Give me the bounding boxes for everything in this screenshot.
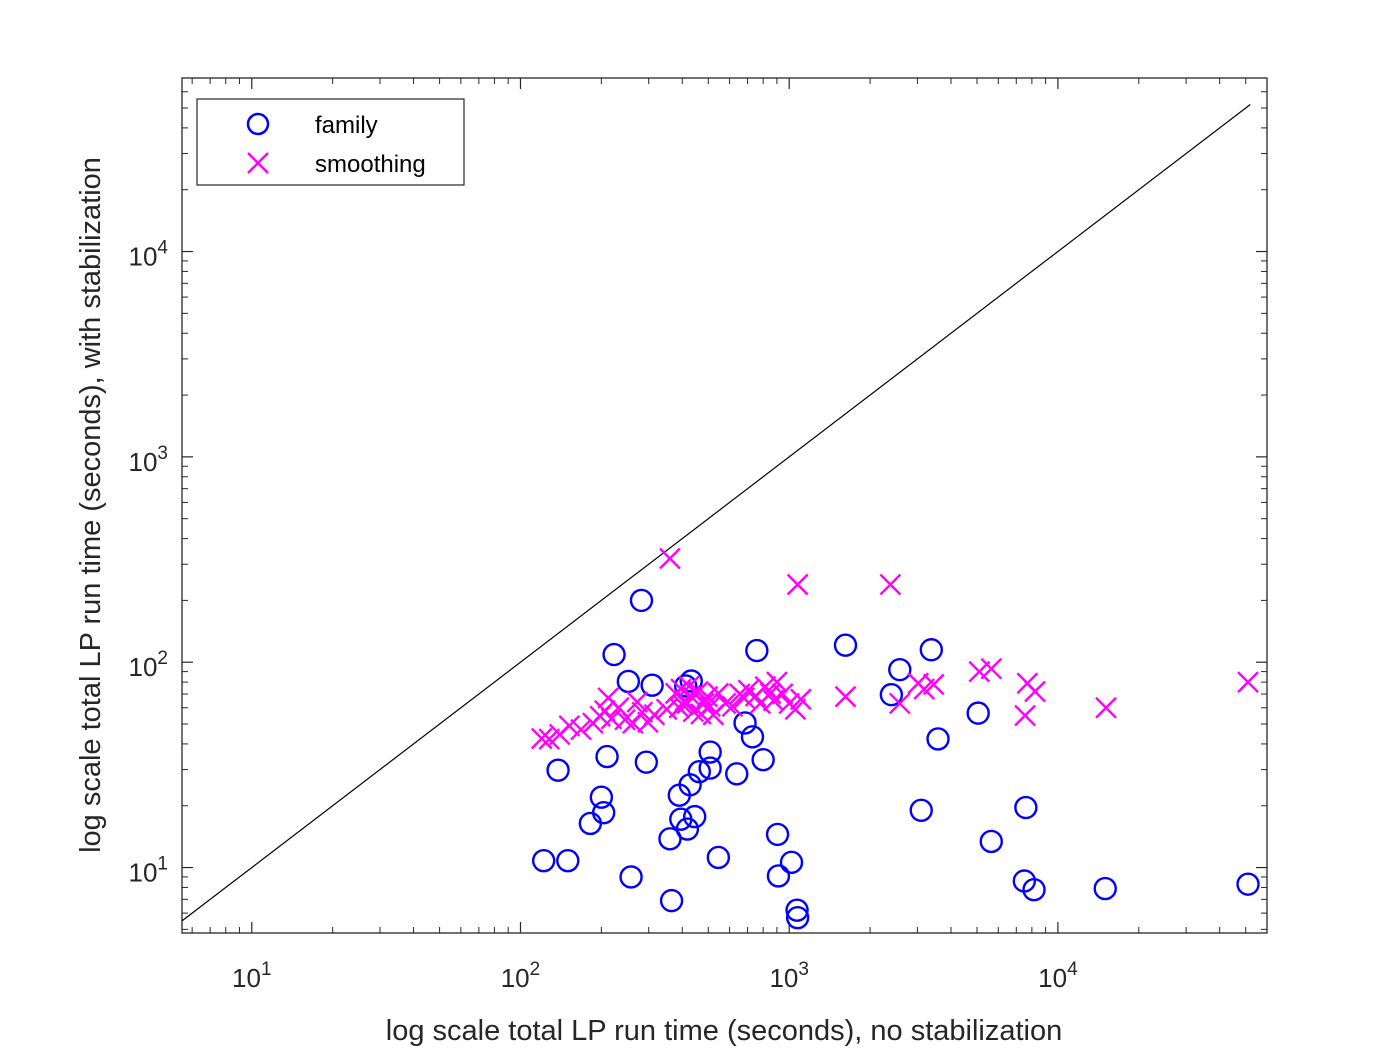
family-point (1022, 878, 1046, 902)
y-tick-label: 103 (129, 443, 169, 477)
smoothing-point (784, 698, 807, 721)
y-tick-labels: 101 102 103 104 (129, 238, 169, 888)
smoothing-point (766, 671, 788, 693)
smoothing-point (834, 685, 857, 708)
series-smoothing (530, 547, 1259, 750)
family-point (698, 740, 722, 764)
family-point (531, 848, 556, 873)
plot-area (182, 78, 1267, 933)
family-point (833, 633, 858, 657)
family-point (779, 850, 804, 875)
family-point (919, 638, 944, 662)
y-axis-title: log scale total LP run time (seconds), w… (75, 157, 107, 853)
smoothing-point (1237, 671, 1259, 693)
smoothing-point (626, 691, 649, 713)
series-family (531, 588, 1260, 930)
smoothing-point (570, 718, 592, 741)
family-point (687, 759, 712, 784)
smoothing-point (980, 657, 1003, 680)
family-point (698, 756, 722, 780)
smoothing-point (888, 692, 911, 715)
smoothing-point (558, 714, 581, 737)
smoothing-point (1014, 704, 1036, 727)
x-axis-title: log scale total LP run time (seconds), n… (386, 1015, 1063, 1047)
smoothing-point (693, 692, 715, 715)
family-point (751, 748, 775, 772)
family-point (546, 758, 570, 782)
family-point (589, 785, 614, 809)
y-tick-label: 104 (129, 238, 169, 272)
minor-ticks (182, 77, 1268, 933)
family-point (1093, 876, 1117, 901)
legend-box (196, 98, 465, 186)
smoothing-point (1095, 696, 1117, 719)
smoothing-point (1024, 680, 1046, 703)
smoothing-point (771, 683, 794, 705)
family-point (966, 701, 990, 725)
smoothing-point (530, 727, 553, 750)
family-point (1014, 795, 1038, 820)
family-point (765, 822, 790, 847)
x-tick-label: 104 (1038, 959, 1078, 993)
legend-smoothing-label: smoothing (315, 151, 426, 178)
family-point (591, 800, 616, 825)
family-point (725, 762, 749, 786)
family-point (926, 727, 950, 751)
family-point (679, 669, 703, 693)
family-point (888, 657, 912, 682)
family-point (706, 845, 731, 870)
smoothing-point (643, 703, 666, 726)
family-point (556, 848, 580, 873)
x-tick-labels: 101 102 103 104 (232, 959, 1078, 993)
family-point (634, 750, 659, 774)
family-point (602, 642, 626, 667)
family-point (909, 798, 933, 823)
reference-line-y-equals-x (181, 104, 1251, 922)
family-point (745, 638, 769, 663)
family-point (740, 725, 765, 749)
x-tick-label: 101 (232, 959, 272, 993)
smoothing-point (614, 708, 636, 731)
smoothing-point (538, 728, 561, 750)
family-point (619, 865, 643, 889)
legend-smoothing-marker (247, 152, 269, 174)
family-point (659, 888, 684, 913)
legend-family-marker (246, 112, 270, 136)
smoothing-point (659, 547, 681, 570)
family-point (1236, 872, 1260, 896)
smoothing-point (922, 673, 945, 696)
legend: family smoothing (196, 98, 465, 186)
family-point (675, 817, 700, 841)
y-tick-label: 101 (129, 854, 169, 888)
family-point (766, 864, 791, 888)
family-point (733, 711, 757, 735)
family-point (785, 898, 809, 922)
family-point (640, 673, 664, 697)
smoothing-point (714, 692, 737, 715)
x-tick-label: 102 (501, 959, 541, 993)
y-tick-label: 102 (129, 648, 169, 682)
family-point (979, 829, 1003, 854)
smoothing-point (786, 573, 809, 596)
plot-frame (181, 77, 1268, 934)
smoothing-point (789, 688, 812, 711)
legend-family-label: family (315, 112, 378, 139)
smoothing-point (879, 573, 902, 596)
family-point (683, 804, 707, 829)
family-point (629, 588, 654, 613)
family-point (658, 827, 682, 851)
family-point (879, 682, 904, 707)
x-tick-label: 103 (769, 959, 809, 993)
family-point (674, 674, 698, 698)
family-point (785, 905, 810, 930)
family-point (595, 744, 619, 769)
